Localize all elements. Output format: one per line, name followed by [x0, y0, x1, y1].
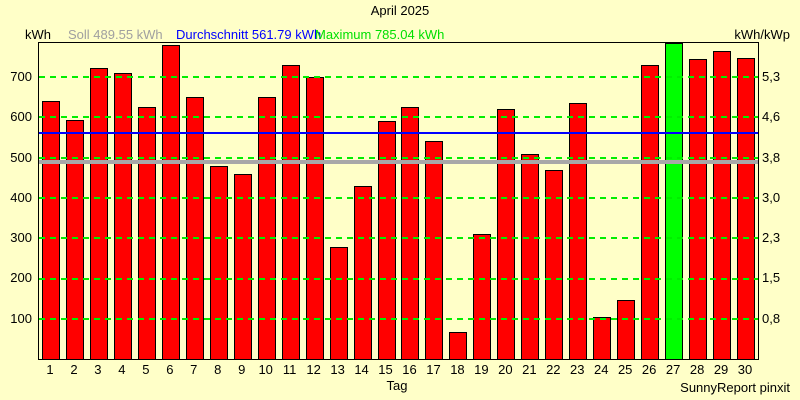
- x-tick-label-5: 5: [142, 362, 150, 377]
- x-tick-label-10: 10: [258, 362, 273, 377]
- bar-day-7: [185, 96, 204, 359]
- bar-day-24: [593, 317, 612, 359]
- y-tick-label-right-4,6: 4,6: [762, 109, 781, 125]
- x-tick-label-25: 25: [617, 362, 633, 377]
- x-tick-label-19: 19: [474, 362, 489, 377]
- x-tick-label-16: 16: [402, 362, 417, 377]
- x-tick-label-12: 12: [306, 362, 321, 377]
- x-tick-label-27: 27: [665, 362, 681, 377]
- bar-day-28: [689, 58, 708, 359]
- bar-day-12: [305, 77, 324, 359]
- credit-text: SunnyReport pinxit: [680, 380, 790, 395]
- bar-day-30: [737, 57, 756, 359]
- x-tick-label-26: 26: [641, 362, 657, 377]
- y-axis-unit-left-label: kWh: [25, 27, 51, 42]
- x-tick-label-13: 13: [330, 362, 345, 377]
- x-tick-label-21: 21: [522, 362, 537, 377]
- y-tick-label-right-0,8: 0,8: [762, 310, 781, 326]
- bar-day-27: [665, 43, 684, 359]
- y-tick-label-right-3,8: 3,8: [762, 149, 781, 165]
- x-tick-label-22: 22: [546, 362, 561, 377]
- y-tick-label-left-300: 300: [10, 230, 32, 246]
- x-tick-label-8: 8: [214, 362, 222, 377]
- bar-day-17: [425, 140, 444, 359]
- y-tick-label-right-3,0: 3,0: [762, 189, 781, 205]
- x-tick-label-6: 6: [166, 362, 174, 377]
- bar-day-13: [329, 247, 348, 359]
- y-tick-label-right-5,3: 5,3: [762, 69, 781, 85]
- x-tick-label-2: 2: [70, 362, 78, 377]
- x-tick-label-24: 24: [593, 362, 609, 377]
- bar-day-18: [449, 332, 468, 359]
- legend-soll-label: Soll 489.55 kWh: [68, 27, 163, 42]
- x-tick-label-30: 30: [737, 362, 753, 377]
- bar-day-21: [521, 154, 540, 359]
- y-tick-label-left-600: 600: [10, 109, 32, 125]
- bar-day-14: [353, 185, 372, 359]
- x-tick-label-4: 4: [118, 362, 126, 377]
- bar-day-4: [113, 73, 132, 359]
- bar-day-22: [545, 169, 564, 359]
- bar-day-23: [569, 103, 588, 359]
- bar-day-8: [209, 165, 228, 359]
- x-axis-title: Tag: [386, 378, 408, 393]
- bar-day-6: [161, 44, 180, 359]
- y-tick-label-left-700: 700: [10, 69, 32, 85]
- x-tick-label-29: 29: [713, 362, 729, 377]
- bar-day-16: [401, 107, 420, 359]
- x-tick-label-7: 7: [190, 362, 198, 377]
- bar-day-26: [641, 64, 660, 359]
- x-tick-label-1: 1: [46, 362, 54, 377]
- bar-day-25: [617, 299, 636, 359]
- bar-day-29: [713, 51, 732, 359]
- x-tick-label-9: 9: [238, 362, 246, 377]
- x-tick-label-14: 14: [354, 362, 369, 377]
- bar-day-11: [281, 65, 300, 359]
- x-tick-label-17: 17: [426, 362, 441, 377]
- bar-day-5: [137, 107, 156, 359]
- y-tick-label-left-100: 100: [10, 310, 32, 326]
- bar-day-3: [89, 68, 108, 359]
- x-tick-label-23: 23: [570, 362, 585, 377]
- bar-day-15: [377, 120, 396, 359]
- legend-maximum-label: Maximum 785.04 kWh: [315, 27, 445, 42]
- plot-area: [38, 42, 759, 360]
- bar-day-9: [233, 174, 252, 359]
- chart-title: April 2025: [370, 3, 430, 18]
- x-tick-label-28: 28: [689, 362, 705, 377]
- bar-day-2: [65, 120, 84, 359]
- bar-day-10: [257, 96, 276, 359]
- y-tick-label-left-500: 500: [10, 149, 32, 165]
- x-tick-label-15: 15: [378, 362, 393, 377]
- y-axis-unit-right-label: kWh/kWp: [734, 27, 790, 42]
- x-tick-label-3: 3: [94, 362, 102, 377]
- bar-day-19: [473, 234, 492, 359]
- y-tick-label-left-400: 400: [10, 189, 32, 205]
- y-tick-label-right-1,5: 1,5: [762, 270, 781, 286]
- x-tick-label-11: 11: [282, 362, 297, 377]
- y-tick-label-left-200: 200: [10, 270, 32, 286]
- x-tick-label-18: 18: [450, 362, 465, 377]
- bar-day-20: [497, 109, 516, 359]
- y-tick-label-right-2,3: 2,3: [762, 230, 781, 246]
- bar-day-1: [41, 100, 60, 359]
- x-tick-label-20: 20: [498, 362, 513, 377]
- legend-durchschnitt-label: Durchschnitt 561.79 kWh: [176, 27, 322, 42]
